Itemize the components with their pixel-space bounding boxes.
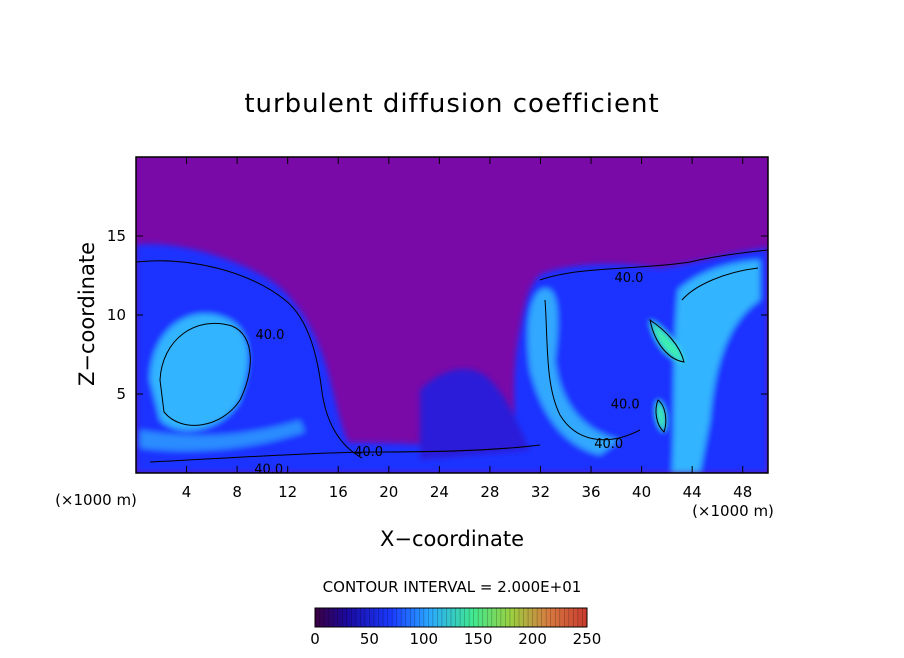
colorbar-tick-label: 50: [360, 630, 379, 648]
center-streaks-region: [420, 369, 530, 460]
x-tick-label: 20: [379, 483, 398, 501]
contour-high-2: [655, 399, 667, 433]
x-unit-left: (×1000 m): [55, 491, 137, 509]
x-tick-label: 12: [278, 483, 297, 501]
contour-right-outer: [539, 249, 768, 281]
contour-label: 40.0: [614, 271, 643, 286]
x-tick-label: 28: [480, 483, 499, 501]
contour-left-outer: [136, 260, 363, 459]
colorbar-tick-label: 100: [409, 630, 438, 648]
contour-interval-text: CONTOUR INTERVAL = 2.000E+01: [323, 578, 582, 596]
x-tick-label: 44: [683, 483, 702, 501]
x-tick-label: 16: [329, 483, 348, 501]
x-axis-label: X−coordinate: [380, 527, 524, 551]
plot-area: 40.0 40.0 40.0 40.0 40.0 40.0: [136, 157, 768, 477]
x-tick-label: 4: [182, 483, 192, 501]
x-unit-right: (×1000 m): [692, 502, 774, 520]
x-tick-label: 32: [531, 483, 550, 501]
contour-high-1: [649, 318, 685, 363]
x-tick-label: 24: [430, 483, 449, 501]
contour-label: 40.0: [254, 462, 283, 477]
colorbar: 0 50 100 150 200 250: [310, 607, 601, 648]
x-axis-ticks: 4 8 12 16 20 24 28 32 36 40 44 48: [182, 157, 752, 501]
colorbar-tick-label: 150: [464, 630, 493, 648]
colorbar-tick-label: 250: [573, 630, 602, 648]
colorbar-frame: [314, 607, 588, 628]
contour-label: 40.0: [594, 437, 623, 452]
contour-bottom: [149, 444, 541, 463]
y-tick-label: 10: [107, 306, 126, 324]
contour-left-inner: [159, 322, 251, 426]
x-tick-label: 40: [632, 483, 651, 501]
right-arc-light: [527, 288, 620, 455]
colorbar-stripes: [314, 608, 588, 627]
contour-label: 40.0: [256, 328, 285, 343]
y-axis-label: Z−coordinate: [75, 242, 99, 386]
contour-label: 40.0: [354, 445, 383, 460]
contour-labels: 40.0 40.0 40.0 40.0 40.0 40.0: [254, 271, 643, 477]
y-tick-label: 5: [116, 385, 126, 403]
x-tick-label: 36: [581, 483, 600, 501]
x-tick-label: 8: [232, 483, 242, 501]
colorbar-tick-label: 0: [310, 630, 320, 648]
contour-label: 40.0: [611, 397, 640, 412]
colorbar-tick-label: 200: [518, 630, 547, 648]
left-inner-light: [150, 313, 249, 431]
high-spot-1: [650, 320, 684, 362]
field-shading: [136, 244, 768, 473]
right-column-light: [672, 260, 760, 473]
contour-lines: [136, 249, 768, 463]
chart-title: turbulent diffusion coefficient: [244, 89, 659, 119]
y-axis-ticks: 5 10 15: [107, 227, 768, 403]
colorbar-fill: [315, 608, 587, 627]
x-tick-label: 48: [733, 483, 752, 501]
left-lower-arc: [140, 420, 305, 452]
colorbar-ticks: 0 50 100 150 200 250: [310, 630, 601, 648]
y-tick-label: 15: [107, 227, 126, 245]
contour-right-arc: [544, 299, 641, 441]
contour-right-column: [681, 267, 759, 301]
